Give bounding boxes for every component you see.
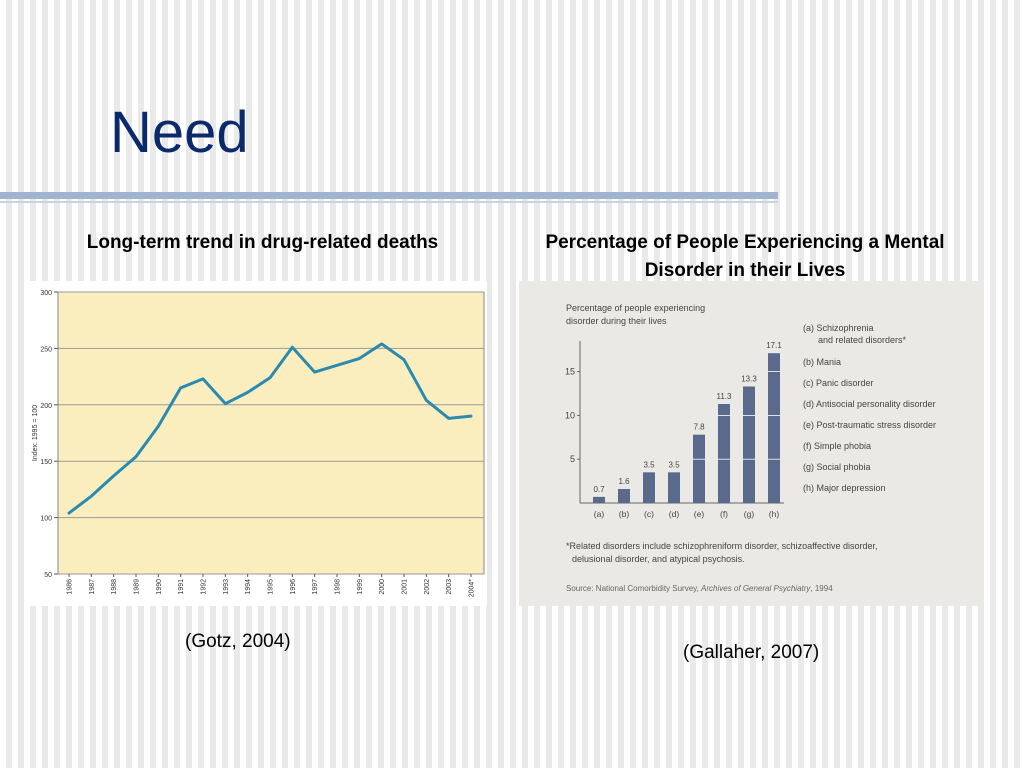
right-chart-caption: Percentage of People Experiencing a Ment… bbox=[500, 229, 990, 285]
bar bbox=[593, 496, 605, 503]
x-tick-label: 1990 bbox=[156, 579, 163, 595]
y-tick-label: 200 bbox=[40, 403, 52, 410]
legend-item: (e) Post-traumatic stress disorder bbox=[803, 420, 936, 430]
bar bbox=[743, 386, 755, 503]
legend-item: (g) Social phobia bbox=[803, 462, 871, 472]
y-tick-label: 250 bbox=[40, 346, 52, 353]
x-tick-label: 1993 bbox=[223, 579, 230, 595]
bar-chart-title-line-2: disorder during their lives bbox=[566, 316, 667, 326]
bar bbox=[668, 472, 680, 503]
legend-item-continuation: and related disorders* bbox=[818, 335, 907, 345]
mental-disorder-chart: Percentage of people experiencing disorde… bbox=[519, 281, 983, 606]
bar-value-label: 11.3 bbox=[717, 392, 733, 401]
footnote-line-1: *Related disorders include schizophrenif… bbox=[566, 541, 878, 551]
x-tick-label: 1988 bbox=[111, 579, 118, 595]
source-note: Source: National Comorbidity Survey, Arc… bbox=[566, 584, 833, 593]
right-citation: (Gallaher, 2007) bbox=[683, 642, 820, 663]
x-tick-label: 1986 bbox=[67, 579, 74, 595]
legend-item: (d) Antisocial personality disorder bbox=[803, 399, 936, 409]
x-tick-label: 2002 bbox=[424, 579, 431, 595]
legend-item: (a) Schizophrenia bbox=[803, 323, 874, 333]
bar-value-label: 13.3 bbox=[741, 374, 757, 383]
y-tick-label: 100 bbox=[40, 516, 52, 523]
bar-value-label: 1.6 bbox=[618, 477, 630, 486]
bar bbox=[618, 488, 630, 503]
bar-value-label: 7.8 bbox=[693, 423, 705, 432]
bar bbox=[643, 472, 655, 503]
title-divider bbox=[0, 192, 778, 199]
left-citation: (Gotz, 2004) bbox=[185, 631, 291, 652]
source-suffix: , 1994 bbox=[810, 584, 833, 593]
legend-item: (b) Mania bbox=[803, 357, 841, 367]
drug-deaths-chart: 50 100 150 200 250 300 Index: 1995 = 100 1986 19… bbox=[24, 281, 487, 606]
x-tick-label: 1994 bbox=[245, 579, 252, 595]
footnote-line-2: delusional disorder, and atypical psycho… bbox=[572, 554, 745, 564]
right-caption-line-2: Disorder in their Lives bbox=[644, 260, 846, 281]
legend-item: (f) Simple phobia bbox=[803, 441, 871, 451]
x-tick-label: 1992 bbox=[201, 579, 208, 595]
x-tick-label: 1996 bbox=[290, 579, 297, 595]
bar-category-label: (a) bbox=[594, 509, 605, 519]
bar-category-label: (c) bbox=[644, 509, 654, 519]
line-chart-svg: 50 100 150 200 250 300 Index: 1995 = 100 1986 19… bbox=[32, 290, 485, 598]
bar-value-label: 3.5 bbox=[643, 460, 655, 469]
plot-area bbox=[57, 291, 485, 575]
title-divider-shadow bbox=[0, 201, 778, 203]
bar bbox=[768, 353, 780, 503]
bar-category-label: (b) bbox=[619, 509, 630, 519]
bar-category-label: (g) bbox=[744, 509, 755, 519]
source-prefix: Source: National Comorbidity Survey, bbox=[566, 584, 701, 593]
source-journal: Archives of General Psychiatry bbox=[700, 584, 811, 593]
x-tick-label: 1997 bbox=[312, 579, 319, 595]
legend-item: (c) Panic disorder bbox=[803, 378, 874, 388]
y-axis-label: Index: 1995 = 100 bbox=[32, 405, 39, 461]
right-caption-line-1: Percentage of People Experiencing a Ment… bbox=[545, 232, 945, 253]
x-tick-label: 1991 bbox=[178, 579, 185, 595]
bar-value-label: 3.5 bbox=[668, 460, 680, 469]
bar-value-label: 0.7 bbox=[593, 485, 605, 494]
x-tick-label: 1995 bbox=[268, 579, 275, 595]
left-chart-caption: Long-term trend in drug-related deaths bbox=[86, 232, 439, 253]
bar-value-label: 17.1 bbox=[766, 341, 782, 350]
bar bbox=[693, 434, 705, 503]
bar-chart-title-line-1: Percentage of people experiencing bbox=[566, 303, 705, 313]
slide-title: Need bbox=[110, 100, 249, 165]
bar-category-label: (d) bbox=[669, 509, 680, 519]
y-tick-label: 5 bbox=[570, 454, 575, 464]
x-tick-label: 2004* bbox=[469, 579, 476, 598]
x-tick-label: 1998 bbox=[335, 579, 342, 595]
x-tick-label: 2001 bbox=[402, 579, 409, 595]
bar-category-label: (h) bbox=[769, 509, 780, 519]
y-tick-label: 300 bbox=[40, 290, 52, 297]
y-tick-label: 10 bbox=[565, 410, 575, 420]
y-tick-label: 50 bbox=[44, 572, 52, 579]
y-tick-label: 15 bbox=[565, 367, 575, 377]
y-tick-label: 150 bbox=[40, 459, 52, 466]
bar bbox=[718, 404, 730, 503]
x-tick-label: 1989 bbox=[134, 579, 141, 595]
bar-category-label: (f) bbox=[720, 509, 728, 519]
bar-category-label: (e) bbox=[694, 509, 705, 519]
x-tick-label: 1999 bbox=[357, 579, 364, 595]
legend-item: (h) Major depression bbox=[803, 483, 886, 493]
bar-chart-svg: Percentage of people experiencing disorde… bbox=[565, 303, 936, 593]
x-tick-label: 2000 bbox=[379, 579, 386, 595]
x-tick-label: 2003 bbox=[446, 579, 453, 595]
x-tick-label: 1987 bbox=[89, 579, 96, 595]
